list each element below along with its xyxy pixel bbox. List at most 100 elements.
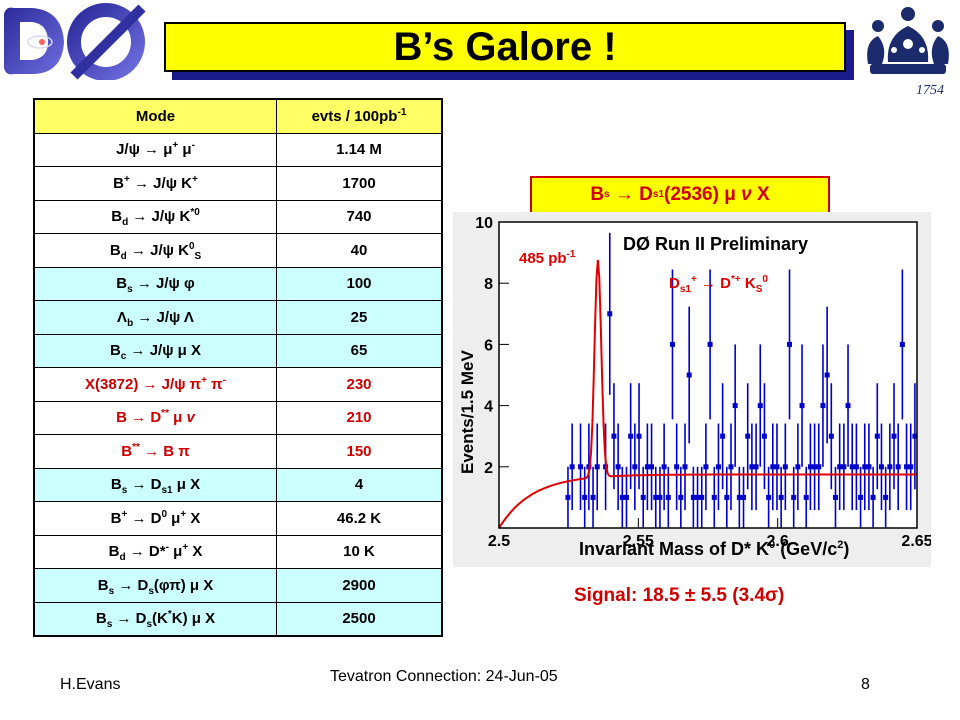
table-row: B → D** μ v 210 <box>33 400 443 435</box>
data-point <box>707 341 713 347</box>
mode-cell: B+ → J/ψ K+ <box>33 166 277 201</box>
data-point <box>912 433 918 439</box>
table-row: Bs → Ds1 μ X 4 <box>33 467 443 502</box>
data-point <box>565 494 571 500</box>
data-point <box>699 494 705 500</box>
data-point <box>891 433 897 439</box>
evts-cell: 150 <box>276 434 443 469</box>
decay-mode-table: Mode evts / 100pb-1 J/ψ → μ+ μ- 1.14 M B… <box>33 98 443 637</box>
evts-cell: 1.14 M <box>276 132 443 167</box>
footer-author: H.Evans <box>60 676 121 693</box>
data-point <box>711 494 717 500</box>
header-evts: evts / 100pb-1 <box>276 98 443 134</box>
evts-cell: 230 <box>276 367 443 402</box>
data-point <box>578 464 584 470</box>
y-tick-label: 10 <box>475 215 493 232</box>
table-row: B+ → J/ψ K+ 1700 <box>33 166 443 201</box>
data-point <box>690 494 696 500</box>
mode-cell: Bs → Ds(K*K) μ X <box>33 601 277 637</box>
evts-cell: 210 <box>276 400 443 435</box>
header-mode: Mode <box>33 98 277 134</box>
data-point <box>849 464 855 470</box>
table-row: J/ψ → μ+ μ- 1.14 M <box>33 132 443 167</box>
data-point <box>887 464 893 470</box>
data-point <box>657 494 663 500</box>
data-point <box>653 494 659 500</box>
data-point <box>816 464 822 470</box>
chart-title: DØ Run II Preliminary <box>623 234 808 254</box>
data-point <box>770 464 776 470</box>
y-tick-label: 8 <box>484 276 493 293</box>
mode-cell: Bs → Ds1 μ X <box>33 467 277 502</box>
slide-title: B’s Galore ! <box>164 22 846 72</box>
data-point <box>828 433 834 439</box>
plot-frame <box>498 221 918 529</box>
table-row: Bd → J/ψ K0S 40 <box>33 233 443 268</box>
data-point <box>787 341 793 347</box>
fit-curve <box>498 259 917 529</box>
y-tick-label: 4 <box>484 399 493 416</box>
mass-histogram-chart: 2.5 2.55 2.6 2.65 2 4 6 8 10 DØ Run II Prelimina… <box>453 212 931 567</box>
x-tick-label: 2.65 <box>901 533 931 550</box>
data-point <box>607 311 613 317</box>
mode-cell: Bd → J/ψ K*0 <box>33 199 277 234</box>
data-point <box>753 464 759 470</box>
table-row: Bs → Ds(φπ) μ X 2900 <box>33 568 443 603</box>
data-point <box>715 464 721 470</box>
mode-cell: Λb → J/ψ Λ <box>33 300 277 335</box>
data-point <box>883 494 889 500</box>
data-point <box>812 464 818 470</box>
data-point <box>824 372 830 378</box>
columbia-crown-logo: 1754 <box>867 7 949 98</box>
x-tick-label: 2.6 <box>767 533 789 550</box>
data-point <box>774 464 780 470</box>
data-point <box>724 494 730 500</box>
data-point <box>853 464 859 470</box>
table-row: Bs → J/ψ φ 100 <box>33 266 443 301</box>
data-point <box>741 494 747 500</box>
table-header-row: Mode evts / 100pb-1 <box>33 98 443 134</box>
mode-cell: Bc → J/ψ μ X <box>33 333 277 368</box>
data-point <box>866 464 872 470</box>
signal-significance: Signal: 18.5 ± 5.5 (3.4σ) <box>574 585 785 606</box>
data-point <box>636 433 642 439</box>
data-point <box>649 464 655 470</box>
evts-cell: 40 <box>276 233 443 268</box>
footer-page-number: 8 <box>861 676 870 693</box>
data-point <box>757 403 763 409</box>
data-point <box>661 464 667 470</box>
data-point <box>736 494 742 500</box>
table-row: Bd → J/ψ K*0 740 <box>33 199 443 234</box>
data-point <box>820 403 826 409</box>
data-point <box>644 464 650 470</box>
mode-cell: B → D** μ v <box>33 400 277 435</box>
data-point <box>703 464 709 470</box>
table-row: X(3872) → J/ψ π+ π- 230 <box>33 367 443 402</box>
data-point <box>858 494 864 500</box>
evts-cell: 100 <box>276 266 443 301</box>
y-tick-label: 6 <box>484 337 493 354</box>
data-point <box>904 464 910 470</box>
data-point <box>632 464 638 470</box>
data-point <box>682 464 688 470</box>
data-point <box>665 494 671 500</box>
data-point <box>590 494 596 500</box>
data-point <box>745 433 751 439</box>
data-point <box>594 464 600 470</box>
data-point <box>640 494 646 500</box>
data-point <box>841 464 847 470</box>
data-point <box>615 464 621 470</box>
data-point <box>695 494 701 500</box>
mode-cell: Bs → Ds(φπ) μ X <box>33 568 277 603</box>
data-point <box>749 464 755 470</box>
evts-cell: 2500 <box>276 601 443 637</box>
evts-cell: 2900 <box>276 568 443 603</box>
footer-conference: Tevatron Connection: 24-Jun-05 <box>330 668 558 685</box>
table-row: Λb → J/ψ Λ 25 <box>33 300 443 335</box>
data-point <box>623 494 629 500</box>
data-point <box>878 464 884 470</box>
evts-cell: 46.2 K <box>276 501 443 536</box>
mode-cell: Bd → D*- μ+ X <box>33 534 277 569</box>
table-row: Bc → J/ψ μ X 65 <box>33 333 443 368</box>
